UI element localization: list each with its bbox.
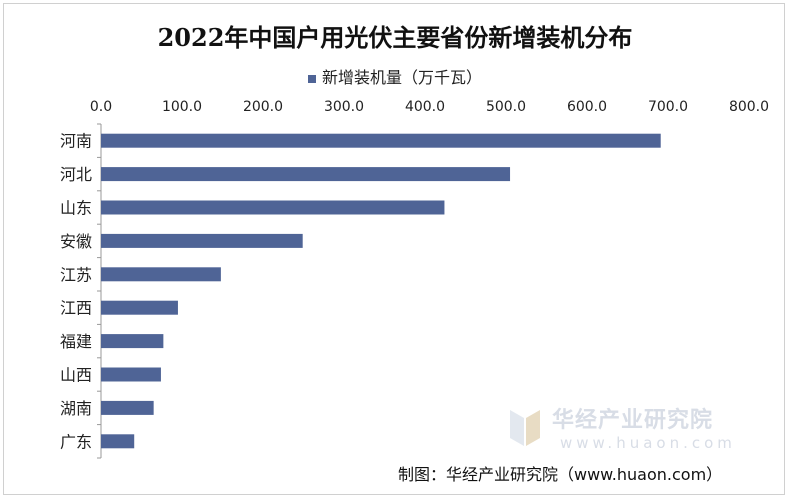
chart-title: 2022年中国户用光伏主要省份新增装机分布 <box>157 23 633 52</box>
category-label: 湖南 <box>60 399 92 418</box>
watermark-url: www.huaon.com <box>560 434 736 452</box>
bar <box>101 167 511 182</box>
bar <box>101 367 161 382</box>
watermark: 华经产业研究院 www.huaon.com <box>508 400 758 460</box>
category-label: 江西 <box>60 299 92 318</box>
x-tick-label: 800.0 <box>729 99 769 115</box>
source-note: 制图：华经产业研究院（www.huaon.com） <box>398 465 723 484</box>
category-label: 山西 <box>60 366 92 385</box>
bar <box>101 400 154 415</box>
chart-legend: 新增装机量（万千瓦） <box>0 64 790 88</box>
x-tick-label: 600.0 <box>567 99 607 115</box>
x-tick-label: 700.0 <box>648 99 688 115</box>
bar <box>101 267 221 282</box>
x-tick-label: 200.0 <box>243 99 283 115</box>
chart-frame <box>3 3 785 495</box>
bar <box>101 434 135 449</box>
bar <box>101 300 178 315</box>
category-label: 安徽 <box>60 232 92 251</box>
watermark-logo <box>510 410 540 446</box>
bar <box>101 200 445 215</box>
x-tick-label: 400.0 <box>405 99 445 115</box>
legend-swatch <box>307 74 316 83</box>
legend-label: 新增装机量（万千瓦） <box>321 68 482 87</box>
category-label: 福建 <box>60 332 92 351</box>
category-label: 山东 <box>60 199 92 218</box>
x-tick-label: 100.0 <box>162 99 202 115</box>
bar <box>101 133 661 148</box>
watermark-name: 华经产业研究院 <box>552 408 714 433</box>
x-tick-label: 0.0 <box>90 99 112 115</box>
bar <box>101 334 164 349</box>
x-tick-label: 300.0 <box>324 99 364 115</box>
category-label: 河南 <box>60 132 92 151</box>
category-label: 河北 <box>60 165 92 184</box>
bar <box>101 233 303 248</box>
category-label: 江苏 <box>60 265 92 284</box>
x-tick-label: 500.0 <box>486 99 526 115</box>
category-label: 广东 <box>60 432 92 451</box>
